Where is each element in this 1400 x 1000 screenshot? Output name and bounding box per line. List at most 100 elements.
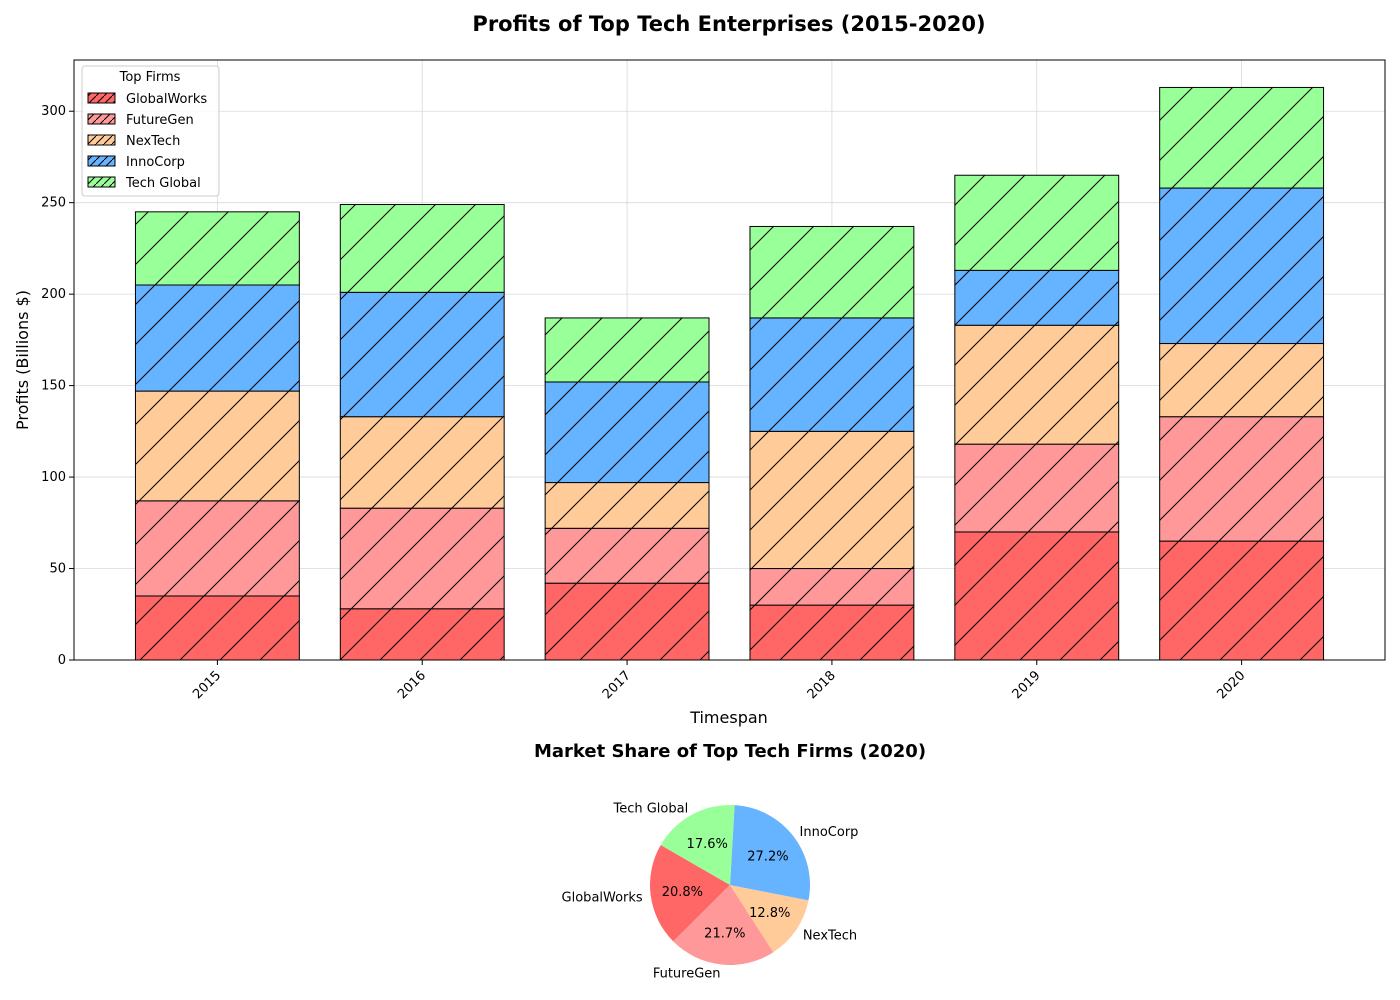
bar-hatch — [954, 269, 1120, 326]
bar-segment — [134, 211, 300, 286]
pie-slice — [660, 805, 735, 885]
bar-segment — [339, 204, 505, 293]
pie-chart-title: Market Share of Top Tech Firms (2020) — [534, 741, 926, 762]
bar-segment — [134, 595, 300, 661]
bar-segment — [134, 284, 300, 392]
bar-segment — [134, 390, 300, 502]
pie-slice-label: NexTech — [803, 928, 857, 943]
pie-slice — [730, 885, 809, 953]
y-tick-label: 200 — [41, 287, 66, 302]
bar-segment — [954, 174, 1120, 271]
y-tick-label: 250 — [41, 196, 66, 211]
bar-segment — [954, 531, 1120, 661]
bar-segment — [339, 608, 505, 661]
bar-hatch — [134, 211, 300, 286]
bar-segment — [954, 324, 1120, 445]
bar-segment — [544, 482, 710, 529]
bar-hatch — [339, 507, 505, 610]
bar-hatch — [749, 317, 915, 432]
pie-slice — [650, 845, 730, 942]
x-tick-label: 2015 — [190, 668, 224, 702]
x-tick-label: 2016 — [395, 668, 429, 702]
pie-slice — [730, 805, 810, 901]
bar-hatch — [1159, 86, 1325, 189]
legend-swatch-hatch — [88, 93, 115, 103]
bar-segment — [1159, 86, 1325, 189]
bar-hatch — [749, 604, 915, 661]
pie-percent-label: 20.8% — [662, 885, 703, 900]
bar-hatch — [134, 284, 300, 392]
legend-swatch-hatch — [88, 156, 115, 166]
bar-hatch — [749, 430, 915, 570]
legend-swatch-hatch — [88, 177, 115, 187]
bar-chart-stacks — [134, 86, 1325, 661]
bar-segment — [544, 527, 710, 584]
legend-swatch-hatch — [88, 114, 115, 124]
bar-hatch — [544, 381, 710, 484]
pie-slice — [673, 885, 774, 965]
y-tick-label: 50 — [49, 562, 66, 577]
bar-segment — [954, 269, 1120, 326]
bar-segment — [749, 568, 915, 606]
pie-percent-label: 27.2% — [747, 850, 788, 865]
legend-frame — [81, 65, 220, 197]
bar-segment — [749, 317, 915, 432]
bar-hatch — [1159, 187, 1325, 345]
bar-segment — [134, 500, 300, 597]
legend-label: FutureGen — [126, 113, 194, 128]
bar-hatch — [134, 595, 300, 661]
bar-segment — [1159, 343, 1325, 418]
bar-segment — [339, 416, 505, 509]
bar-segment — [749, 225, 915, 319]
x-axis-ticks: 2015 2016 2017 2018 2019 2020 — [190, 660, 1248, 702]
bar-chart-title: Profits of Top Tech Enterprises (2015-20… — [472, 12, 985, 36]
bar-segment — [339, 507, 505, 610]
legend-label: Tech Global — [125, 176, 201, 191]
y-tick-label: 100 — [41, 470, 66, 485]
legend-title: Top Firms — [119, 70, 181, 85]
legend-label: InnoCorp — [126, 155, 185, 170]
x-tick-label: 2018 — [805, 668, 839, 702]
bar-hatch — [134, 390, 300, 502]
bar-hatch — [544, 482, 710, 529]
y-axis-ticks: 0 50 100 150 200 250 300 — [41, 104, 74, 668]
bar-hatch — [749, 568, 915, 606]
pie-slice-label: InnoCorp — [800, 825, 859, 840]
pie-percent-label: 21.7% — [704, 927, 745, 942]
bar-hatch — [339, 608, 505, 661]
bar-segment — [544, 582, 710, 661]
pie-percent-label: 12.8% — [749, 906, 790, 921]
bar-segment — [544, 381, 710, 484]
pie-slice-label: FutureGen — [653, 966, 721, 981]
pie-slices — [650, 805, 810, 965]
y-axis-label: Profits (Billions $) — [13, 290, 32, 430]
x-tick-label: 2020 — [1214, 668, 1248, 702]
bar-hatch — [339, 416, 505, 509]
bar-hatch — [544, 317, 710, 383]
bar-hatch — [749, 225, 915, 319]
legend-label: NexTech — [126, 134, 180, 149]
pie-labels: 20.8% GlobalWorks 21.7% FutureGen 12.8% NexTe… — [562, 802, 859, 982]
bar-hatch — [544, 527, 710, 584]
bar-hatch — [339, 204, 505, 293]
bar-segment — [954, 443, 1120, 533]
y-tick-label: 300 — [41, 104, 66, 119]
bar-hatch — [134, 500, 300, 597]
bar-segment — [339, 291, 505, 418]
y-tick-label: 0 — [58, 653, 66, 668]
bar-hatch — [1159, 343, 1325, 418]
bar-segment — [749, 604, 915, 661]
pie-percent-label: 17.6% — [687, 837, 728, 852]
bar-segment — [1159, 540, 1325, 661]
bar-hatch — [1159, 416, 1325, 542]
bar-hatch — [954, 324, 1120, 445]
x-tick-label: 2019 — [1010, 668, 1044, 702]
legend-swatch-hatch — [88, 135, 115, 145]
bar-hatch — [954, 174, 1120, 271]
pie-slice-label: GlobalWorks — [562, 890, 643, 905]
legend: Top Firms GlobalWorks FutureGen NexTech Inn… — [81, 65, 220, 197]
bar-hatch — [544, 582, 710, 661]
bar-segment — [1159, 416, 1325, 542]
bar-hatch — [1159, 540, 1325, 661]
